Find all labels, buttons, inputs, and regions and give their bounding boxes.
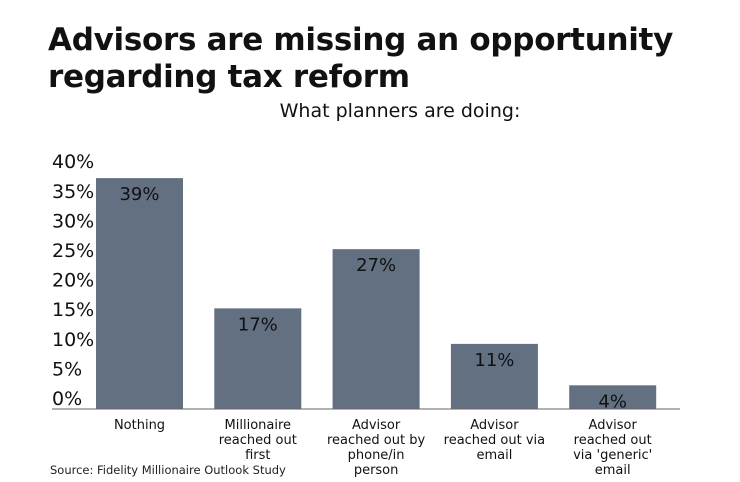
x-tick-label: Advisor <box>352 418 401 433</box>
y-tick-label: 30% <box>52 210 94 232</box>
bar <box>332 249 420 409</box>
y-tick-label: 40% <box>52 151 94 173</box>
bar <box>214 308 302 409</box>
x-tick-label: phone/in <box>348 448 405 463</box>
y-tick-label: 20% <box>52 270 94 292</box>
x-tick-label: Millionaire <box>225 418 292 433</box>
x-tick-label: email <box>476 448 512 463</box>
x-tick-label: reached out via <box>444 433 546 448</box>
data-label: 27% <box>356 255 396 276</box>
data-label: 17% <box>238 314 278 335</box>
x-tick-label: reached out <box>219 433 297 448</box>
x-tick-label: Nothing <box>114 418 165 433</box>
x-tick-label: reached out <box>574 433 652 448</box>
chart-subtitle: What planners are doing: <box>279 100 521 122</box>
y-tick-label: 0% <box>52 388 82 410</box>
bar <box>450 343 538 409</box>
data-label: 39% <box>119 184 159 205</box>
y-tick-label: 10% <box>52 329 94 351</box>
y-tick-label: 5% <box>52 358 82 380</box>
y-tick-label: 35% <box>52 181 94 203</box>
x-tick-label: reached out by <box>327 433 425 448</box>
x-tick-label: email <box>595 463 631 478</box>
data-label: 11% <box>474 350 514 371</box>
y-tick-label: 25% <box>52 240 94 262</box>
x-tick-label: via 'generic' <box>573 448 652 463</box>
data-label: 4% <box>598 391 627 412</box>
bar <box>96 178 183 409</box>
y-tick-label: 15% <box>52 299 94 321</box>
chart-title: Advisors are missing an opportunity rega… <box>48 22 673 95</box>
x-tick-label: person <box>354 463 399 478</box>
source-note: Source: Fidelity Millionaire Outlook Stu… <box>50 463 286 477</box>
x-tick-label: Advisor <box>470 418 519 433</box>
x-tick-label: first <box>245 448 270 463</box>
x-tick-label: Advisor <box>589 418 638 433</box>
bar <box>569 385 657 409</box>
